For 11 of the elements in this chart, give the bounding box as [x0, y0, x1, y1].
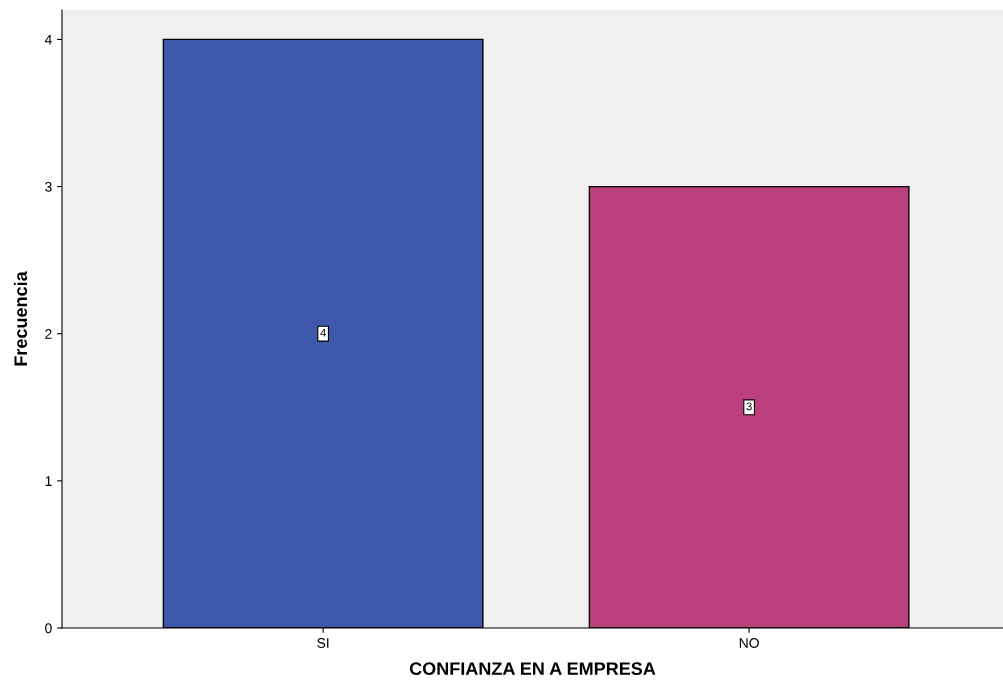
y-tick-label: 0: [45, 623, 52, 634]
y-tick-label: 1: [45, 476, 52, 486]
data-label: 3: [746, 402, 752, 411]
data-label: 4: [320, 328, 326, 337]
x-tick-label: NO: [739, 638, 759, 648]
x-tick-label: SI: [317, 638, 329, 648]
y-tick-label: 3: [45, 181, 52, 192]
y-tick-label: 2: [45, 329, 52, 339]
x-axis-title: CONFIANZA EN A EMPRESA: [409, 662, 656, 676]
y-axis-title: Frecuencia: [13, 271, 28, 366]
y-tick-label: 4: [44, 34, 52, 45]
